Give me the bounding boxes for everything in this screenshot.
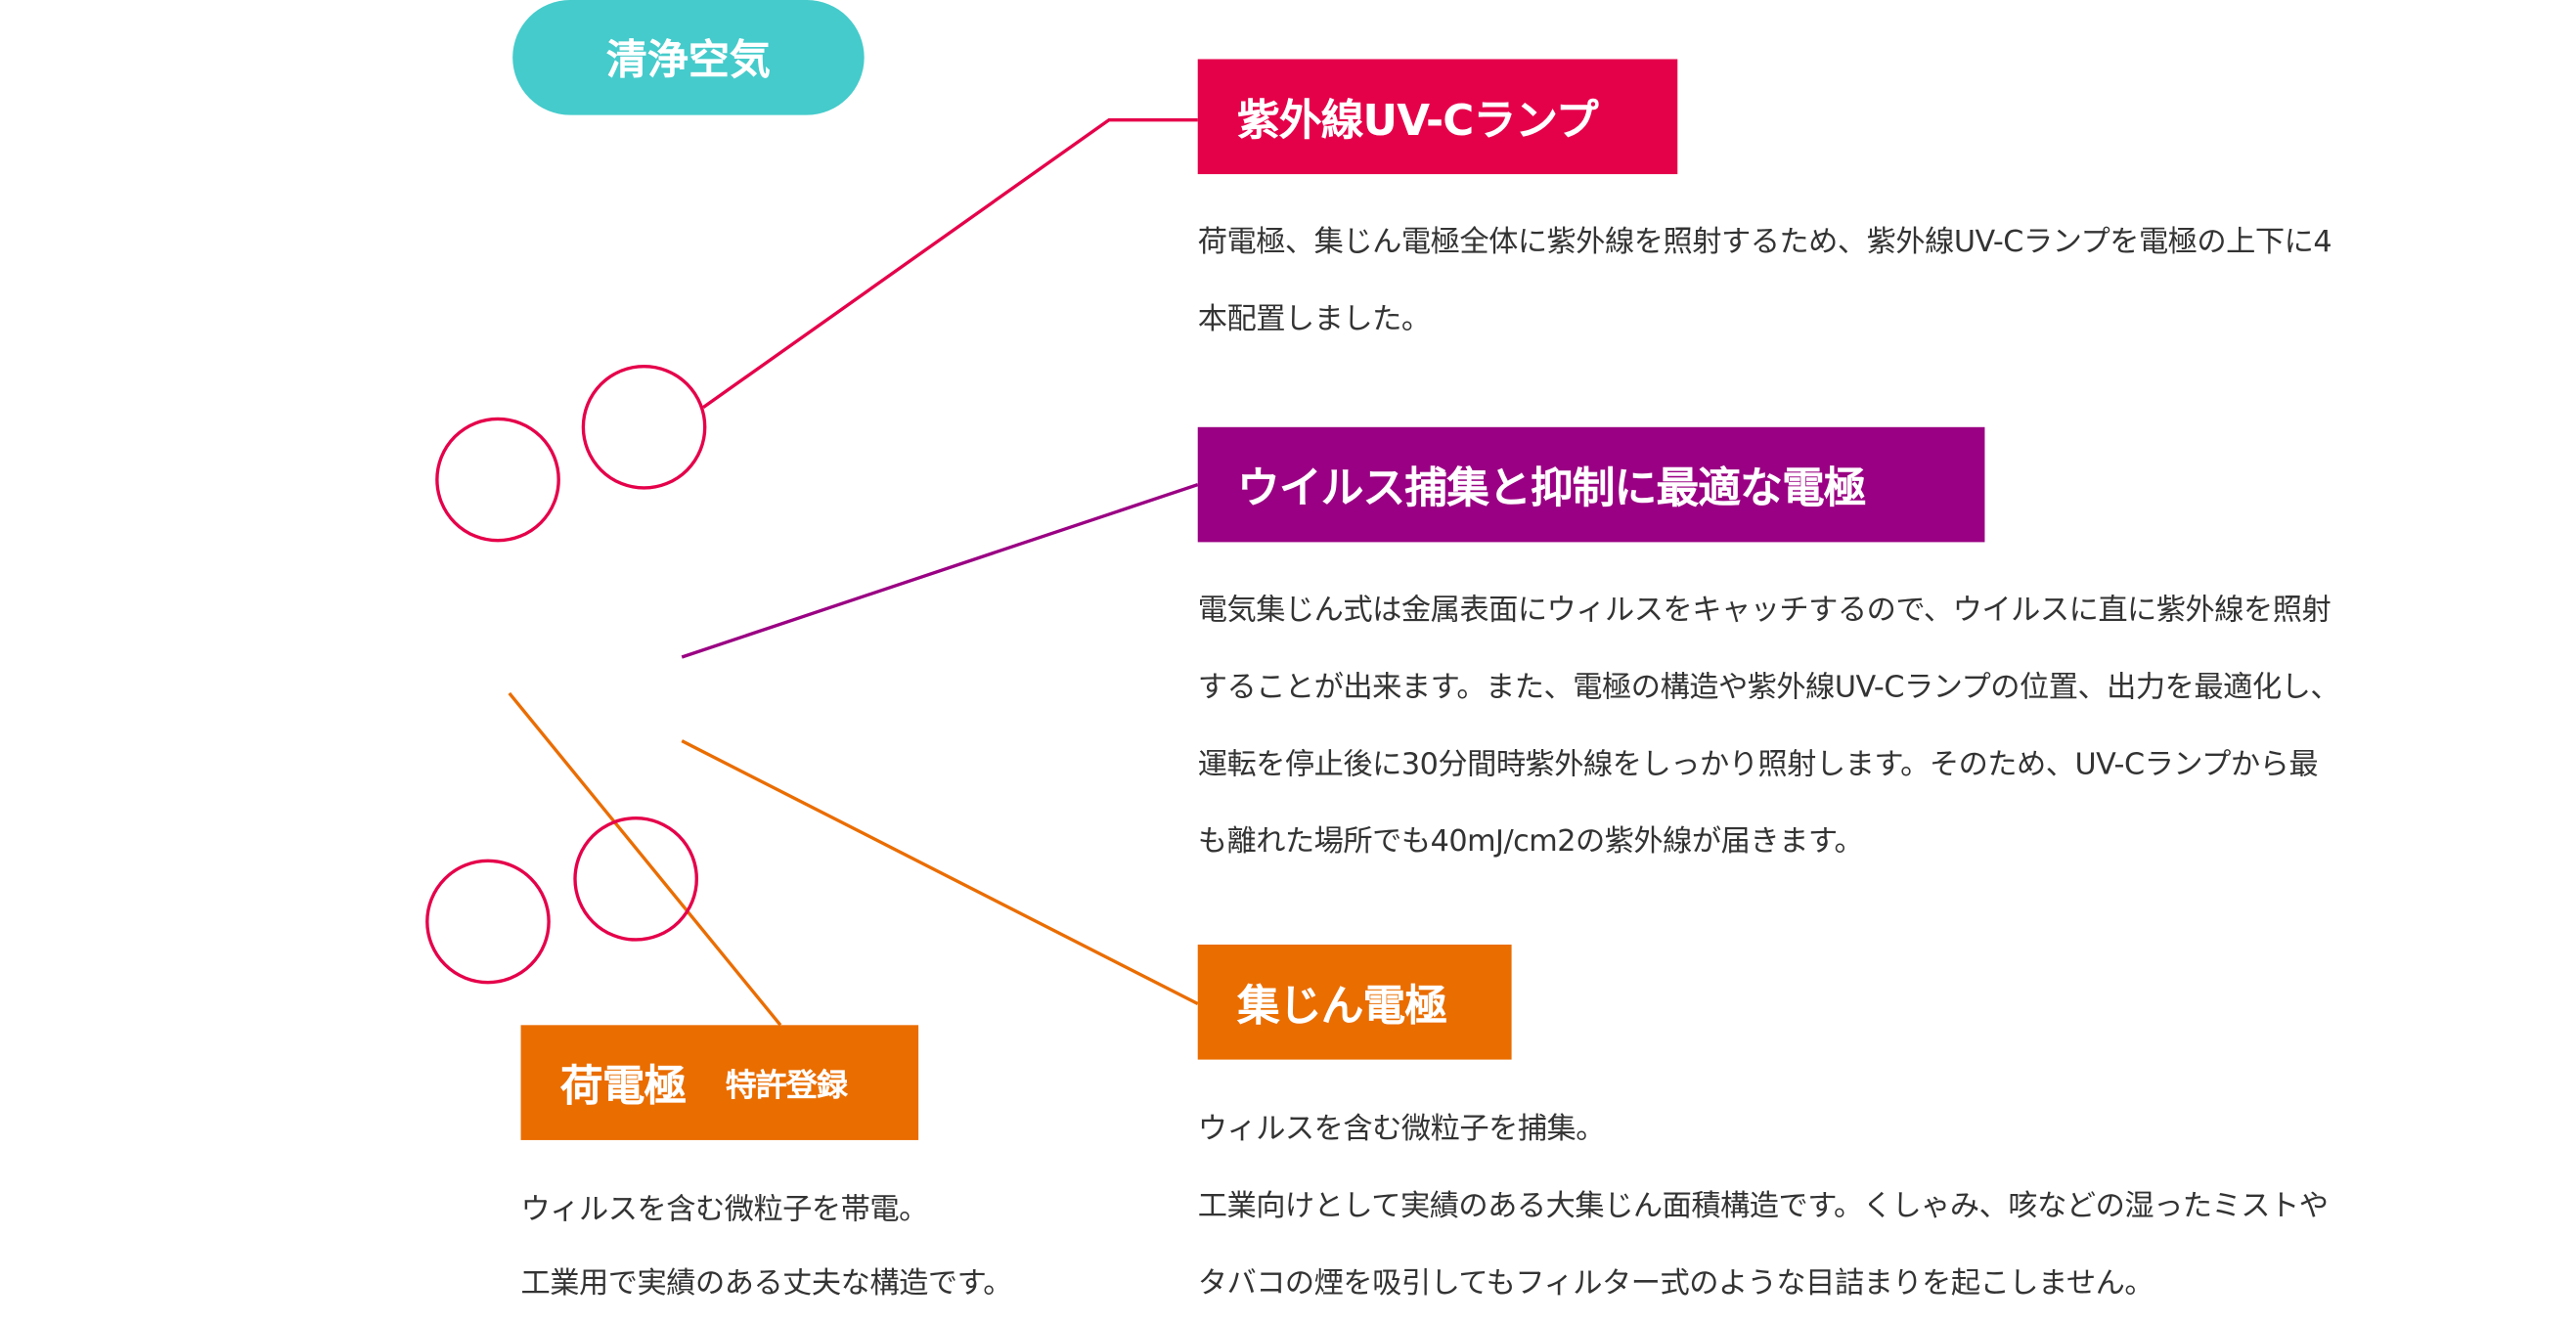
text-line: も離れた場所でも40mJ/cm2の紫外線が届きます。 [1197, 824, 1864, 860]
charger-description: ウィルスを含む微粒子を帯電。 工業用で実績のある丈夫な構造です。 [521, 1173, 1013, 1321]
text-line: 運転を停止後に30分間時紫外線をしっかり照射します。そのため、UV-Cランプから… [1197, 747, 2319, 782]
charger-connector-line [508, 691, 782, 1027]
uv-lamp-marker [573, 816, 698, 942]
collector-connector-line [681, 739, 1199, 1005]
text-line: ウィルスを含む微粒子を帯電。 [520, 1192, 929, 1227]
text-line: 工業向けとして実績のある大集じん面積構造です。くしゃみ、咳などの湿ったミストや [1197, 1189, 2329, 1224]
text-line: 本配置しました。 [1197, 302, 1431, 337]
text-line: ウィルスを含む微粒子を捕集。 [1197, 1112, 1606, 1147]
electrode-connector-line [681, 483, 1199, 659]
clean-air-badge: 清浄空気 [512, 0, 865, 115]
electrode-description: 電気集じん式は金属表面にウィルスをキャッチするので、ウイルスに直に紫外線を照射 … [1197, 572, 2340, 881]
collector-heading: 集じん電極 [1197, 945, 1512, 1060]
uv-lamp-description: 荷電極、集じん電極全体に紫外線を照射するため、紫外線UV-Cランプを電極の上下に… [1198, 203, 2332, 358]
collector-description: ウィルスを含む微粒子を捕集。 工業向けとして実績のある大集じん面積構造です。くし… [1198, 1091, 2329, 1323]
text-line: 電気集じん式は金属表面にウィルスをキャッチするので、ウイルスに直に紫外線を照射 [1197, 593, 2332, 628]
text-line: 工業用で実績のある丈夫な構造です。 [520, 1266, 1013, 1302]
electrode-heading: ウイルス捕集と抑制に最適な電極 [1197, 426, 1985, 543]
text-line: することが出来ます。また、電極の構造や紫外線UV-Cランプの位置、出力を最適化し… [1197, 670, 2340, 705]
patent-label: 特許登録 [725, 1067, 848, 1104]
uv-lamp-marker [425, 859, 551, 985]
charger-title: 荷電極 [559, 1062, 687, 1112]
text-line: 荷電極、集じん電極全体に紫外線を照射するため、紫外線UV-Cランプを電極の上下に… [1197, 225, 2332, 260]
uv-connector-line [702, 117, 1198, 410]
text-line: タバコの煙を吸引してもフィルター式のような目詰まりを起こしません。 [1197, 1266, 2154, 1302]
charger-heading: 荷電極 特許登録 [520, 1025, 919, 1140]
uv-lamp-marker [581, 364, 707, 490]
uv-lamp-marker [435, 417, 560, 543]
uv-lamp-heading: 紫外線UV-Cランプ [1197, 59, 1678, 175]
